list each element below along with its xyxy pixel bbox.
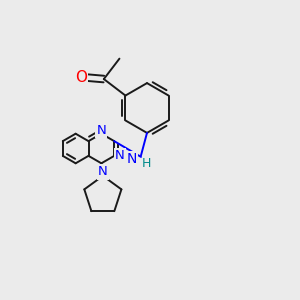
Text: H: H — [142, 157, 151, 170]
Text: O: O — [75, 70, 87, 85]
Text: N: N — [98, 166, 108, 178]
Text: N: N — [115, 149, 124, 162]
Text: N: N — [127, 152, 137, 166]
Text: N: N — [97, 124, 106, 136]
